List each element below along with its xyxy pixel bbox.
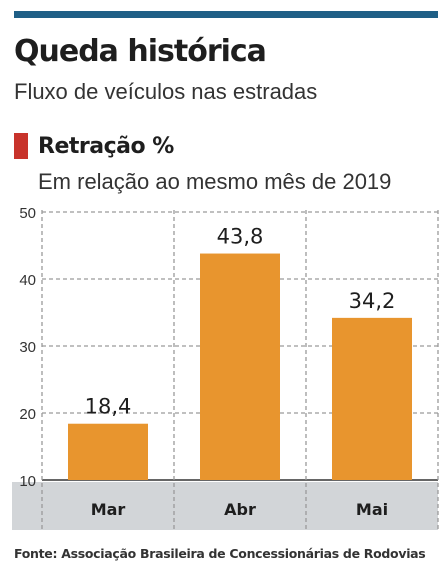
data-label: 43,8 [217,225,264,249]
x-tick-label: Abr [224,500,256,519]
y-tick-label: 20 [19,406,36,423]
data-label: 18,4 [85,395,132,419]
bar-abr [200,253,280,480]
legend-label: Retração % [38,133,174,159]
legend: Retração % [14,132,174,160]
bar-mai [332,317,412,480]
y-tick-label: 50 [19,205,36,222]
source-note: Fonte: Associação Brasileira de Concessi… [14,546,426,561]
data-label: 34,2 [349,289,396,313]
legend-swatch [14,133,28,159]
bar-mar [68,423,148,480]
chart-title: Queda histórica [14,34,267,69]
y-tick-label: 40 [19,272,36,289]
chart-caption: Em relação ao mesmo mês de 2019 [38,169,392,194]
x-tick-label: Mar [91,500,126,519]
y-tick-label: 30 [19,339,36,356]
y-tick-label: 10 [19,473,36,490]
category-band [12,482,438,530]
chart-subtitle: Fluxo de veículos nas estradas [14,79,318,104]
x-tick-label: Mai [356,500,388,519]
top-rule [14,11,438,18]
